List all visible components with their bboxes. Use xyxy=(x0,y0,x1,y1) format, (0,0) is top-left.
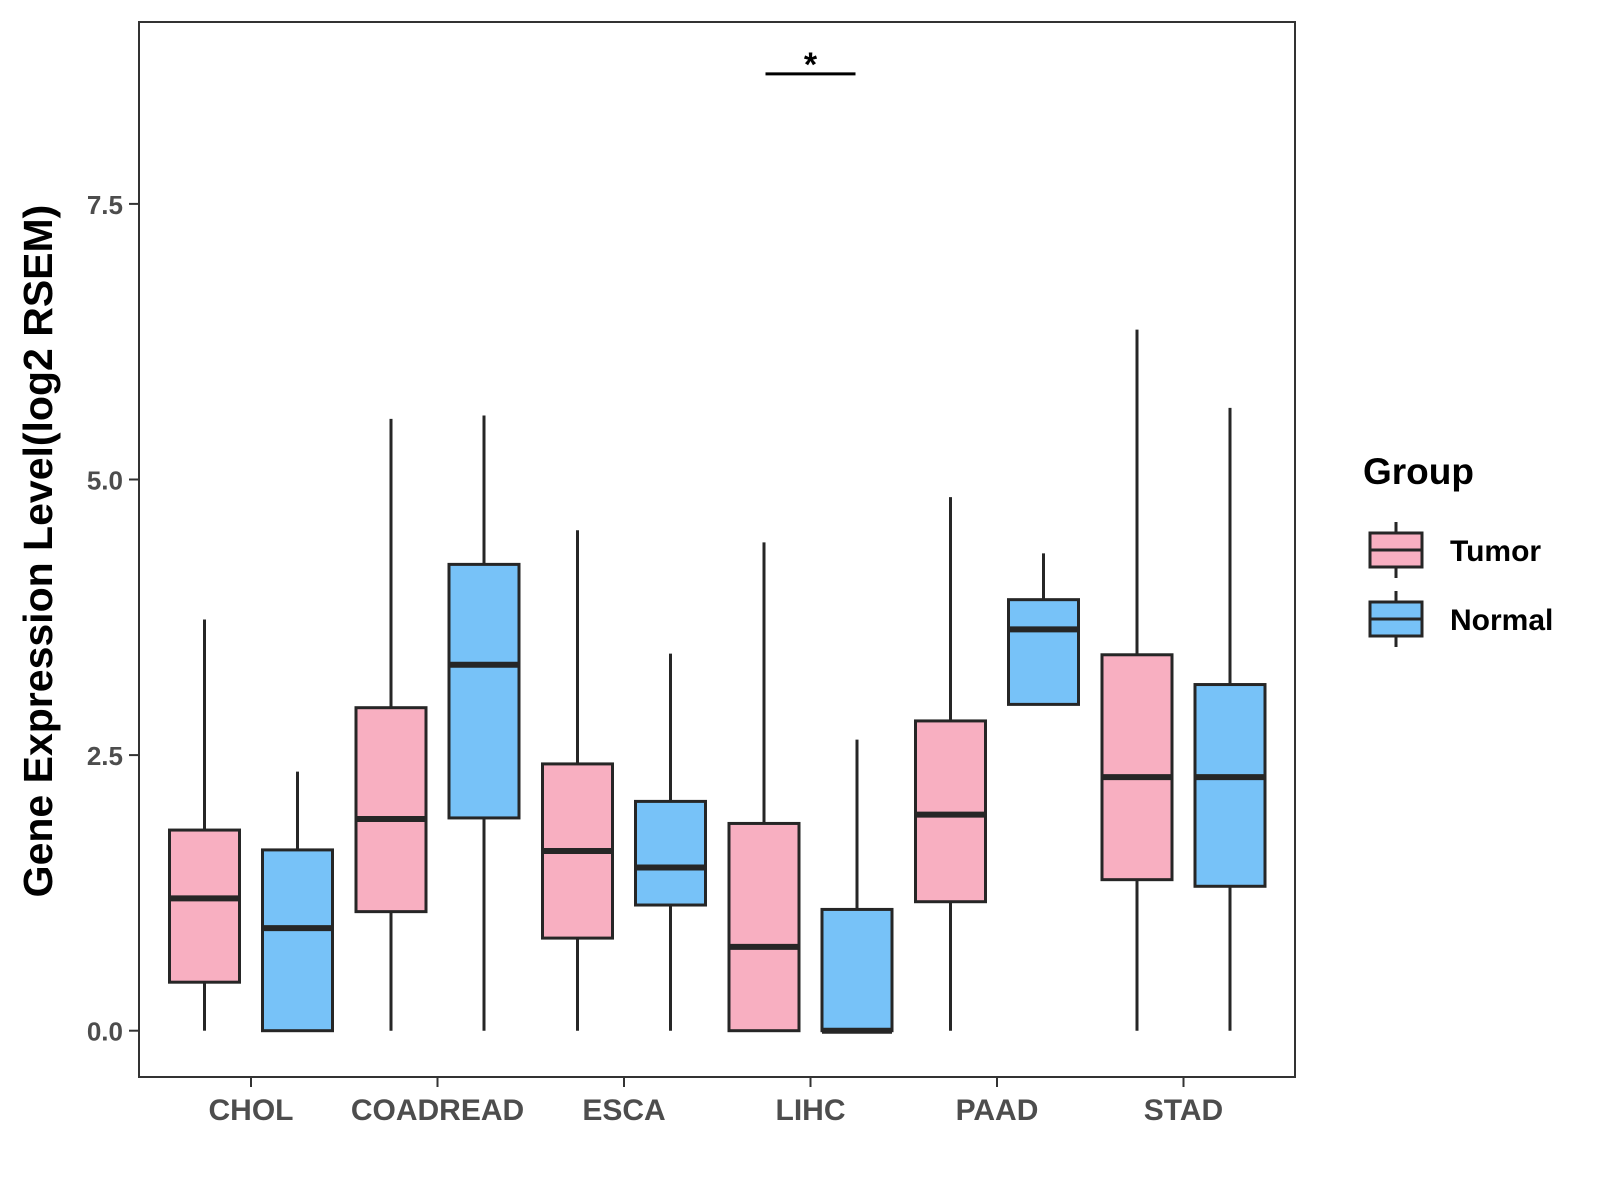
box-normal-coadread xyxy=(447,415,521,1031)
box-normal-lihc xyxy=(820,739,894,1034)
plot-panel-border xyxy=(138,21,1296,1078)
x-tick-label: LIHC xyxy=(776,1094,846,1127)
box-tumor-stad xyxy=(1100,329,1174,1031)
box-normal-stad xyxy=(1193,407,1267,1031)
box-normal-paad xyxy=(1007,553,1080,706)
y-axis-title: Gene Expression Level(log2 RSEM) xyxy=(15,205,61,898)
legend-item-normal: Normal xyxy=(1368,591,1553,647)
box-body xyxy=(261,848,334,1033)
legend-item-tumor: Tumor xyxy=(1368,522,1541,578)
box-tumor-chol xyxy=(168,619,241,1031)
x-tick-label: STAD xyxy=(1144,1094,1223,1127)
x-tick-label: PAAD xyxy=(956,1094,1039,1127)
box-tumor-esca xyxy=(541,530,614,1031)
box-body xyxy=(1193,683,1267,888)
box-body xyxy=(634,799,707,907)
y-tick-label: 7.5 xyxy=(87,190,123,220)
box-body xyxy=(820,907,894,1033)
box-body xyxy=(727,821,801,1033)
y-tick-label: 2.5 xyxy=(87,741,123,771)
box-tumor-paad xyxy=(914,497,987,1031)
y-tick-label: 5.0 xyxy=(87,465,123,495)
x-tick-label: CHOL xyxy=(209,1094,294,1127)
box-normal-chol xyxy=(261,771,334,1033)
box-body xyxy=(914,719,987,904)
box-body xyxy=(447,562,521,820)
box-normal-esca xyxy=(634,653,707,1031)
y-tick-label: 0.0 xyxy=(87,1017,123,1047)
x-tick-label: COADREAD xyxy=(351,1094,524,1127)
legend-label: Tumor xyxy=(1450,535,1541,568)
legend-title: Group xyxy=(1363,451,1474,492)
box-tumor-lihc xyxy=(727,542,801,1033)
box-body xyxy=(1100,653,1174,882)
box-tumor-coadread xyxy=(354,418,428,1031)
significance-label: * xyxy=(804,46,818,84)
box-body xyxy=(168,828,241,984)
box-body xyxy=(1007,598,1080,706)
x-tick-label: ESCA xyxy=(582,1094,665,1127)
box-body xyxy=(354,706,428,914)
legend-label: Normal xyxy=(1450,604,1553,637)
